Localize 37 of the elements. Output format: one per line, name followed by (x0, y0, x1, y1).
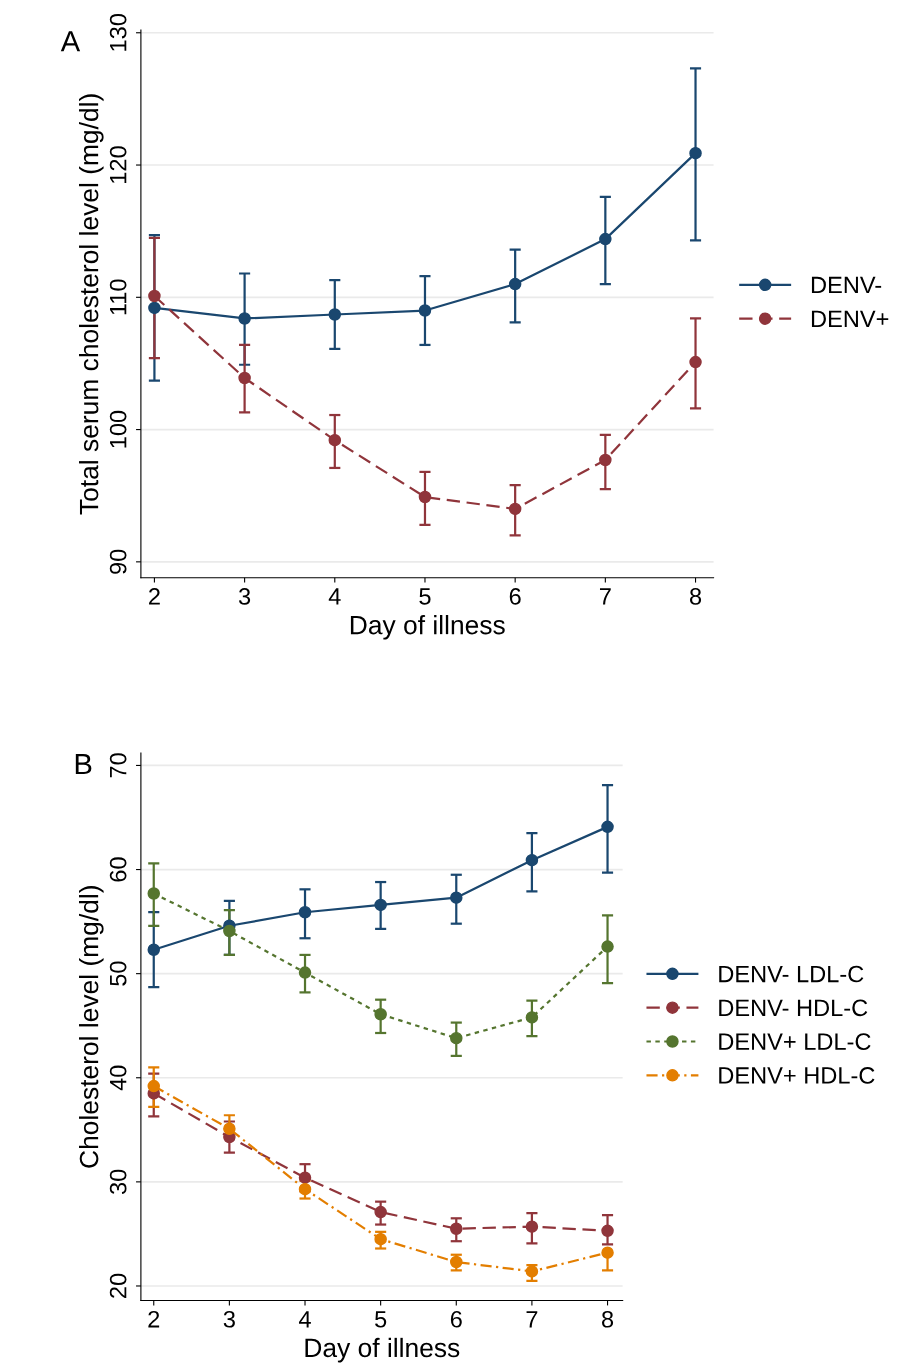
y-tick-label: 100 (109, 410, 127, 448)
legend-label: DENV+ HDL-C (719, 1067, 875, 1084)
x-tick-label: 5 (419, 588, 431, 605)
y-tick-label: 60 (109, 857, 127, 882)
x-tick-label: 3 (238, 588, 251, 605)
x-axis-title: Day of illness (305, 1337, 460, 1363)
x-tick-label: 2 (149, 588, 160, 605)
chart-title: A (60, 31, 81, 52)
x-tick-label: 8 (602, 1310, 614, 1328)
x-tick-label: 4 (328, 588, 341, 605)
x-axis-title: Day of illness (350, 615, 505, 640)
legend-label: DENV- LDL-C (719, 965, 864, 983)
chart-title: B (75, 754, 92, 775)
legend-label: DENV- HDL-C (719, 999, 868, 1017)
y-tick-label: 50 (109, 961, 127, 986)
legend-label: DENV+ LDL-C (719, 1033, 871, 1050)
y-tick-label: 30 (109, 1169, 127, 1195)
x-tick-label: 6 (509, 588, 521, 605)
legend-label: DENV+ (811, 310, 889, 327)
x-tick-label: 3 (223, 1310, 235, 1328)
y-axis-title: Cholesterol level (mg/dl) (79, 886, 104, 1168)
y-tick-label: 110 (109, 279, 127, 315)
y-tick-label: 40 (109, 1065, 127, 1091)
y-tick-label: 70 (109, 753, 127, 778)
y-axis-title: Total serum cholesterol level (mg/dl) (79, 94, 104, 515)
legend-label: DENV- (811, 276, 882, 294)
x-tick-label: 6 (450, 1310, 462, 1328)
y-tick-label: 90 (109, 549, 127, 574)
x-tick-label: 7 (599, 588, 611, 605)
y-tick-label: 130 (109, 13, 127, 51)
x-tick-label: 2 (148, 1310, 160, 1328)
y-tick-label: 120 (109, 146, 127, 183)
y-tick-label: 20 (109, 1273, 127, 1298)
x-tick-label: 5 (375, 1311, 387, 1328)
x-tick-label: 8 (689, 588, 702, 605)
x-tick-label: 4 (298, 1311, 311, 1328)
x-tick-label: 7 (526, 1311, 538, 1328)
